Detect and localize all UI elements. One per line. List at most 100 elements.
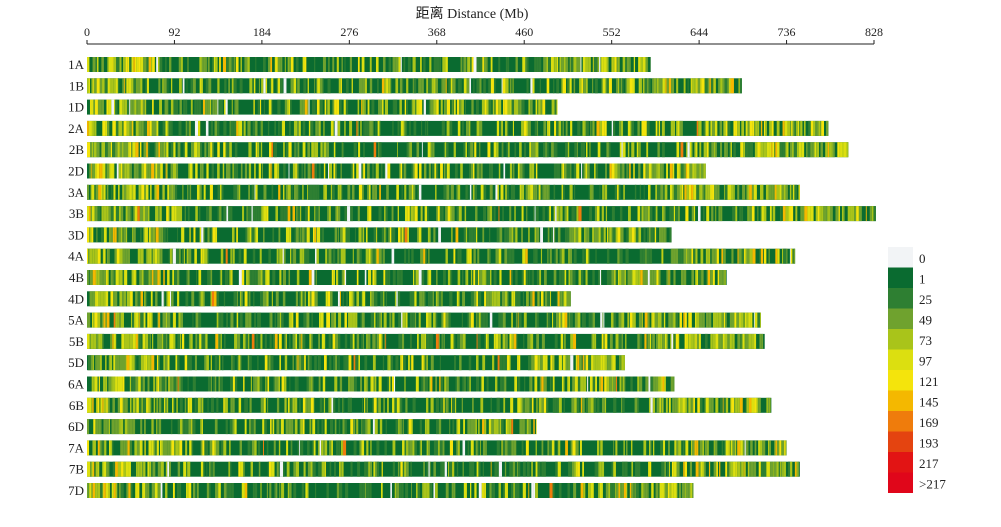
density-stripe: [147, 397, 149, 413]
density-stripe: [133, 206, 135, 222]
density-stripe: [582, 57, 586, 72]
density-stripe: [138, 397, 142, 413]
density-stripe: [528, 120, 530, 136]
density-stripe: [500, 184, 504, 200]
density-stripe: [621, 270, 625, 285]
density-stripe: [597, 57, 599, 72]
density-stripe: [191, 99, 193, 115]
density-stripe: [220, 248, 224, 264]
density-stripe: [772, 142, 775, 158]
density-stripe: [338, 248, 341, 264]
density-stripe: [545, 99, 547, 115]
density-stripe: [247, 120, 251, 136]
density-stripe: [531, 483, 534, 498]
density-stripe: [145, 248, 147, 264]
density-stripe: [627, 142, 630, 158]
density-stripe: [119, 270, 123, 285]
density-stripe: [468, 312, 471, 328]
density-stripe: [352, 312, 356, 328]
density-stripe: [188, 184, 190, 200]
density-stripe: [168, 248, 171, 264]
density-stripe: [207, 99, 211, 115]
density-stripe: [525, 419, 527, 435]
density-stripe: [126, 120, 130, 136]
density-stripe: [606, 78, 609, 94]
density-stripe: [119, 355, 123, 371]
density-stripe: [675, 440, 677, 456]
density-stripe: [556, 78, 560, 94]
density-stripe: [451, 397, 453, 413]
density-stripe: [89, 206, 91, 222]
density-stripe: [612, 355, 616, 371]
density-stripe: [411, 419, 413, 435]
density-stripe: [638, 78, 640, 94]
density-stripe: [368, 270, 372, 285]
density-stripe: [687, 142, 690, 158]
density-stripe: [147, 227, 149, 243]
density-stripe: [121, 99, 125, 115]
density-stripe: [159, 440, 162, 456]
density-stripe: [94, 312, 98, 328]
density-stripe: [479, 440, 481, 456]
density-stripe: [436, 206, 438, 222]
density-stripe: [98, 419, 101, 435]
density-stripe: [338, 419, 341, 435]
density-stripe: [726, 142, 728, 158]
density-stripe: [413, 206, 415, 222]
density-stripe: [693, 163, 697, 179]
density-stripe: [285, 184, 288, 200]
density-stripe: [260, 483, 262, 498]
density-stripe: [647, 270, 650, 285]
density-stripe: [293, 248, 297, 264]
density-stripe: [400, 120, 404, 136]
density-stripe: [545, 355, 548, 371]
density-stripe: [663, 227, 666, 243]
density-stripe: [428, 99, 431, 115]
density-stripe: [426, 333, 430, 349]
density-stripe: [846, 142, 849, 158]
density-stripe: [271, 184, 274, 200]
density-stripe: [261, 163, 263, 179]
density-stripe: [655, 184, 658, 200]
density-stripe: [535, 419, 537, 435]
density-stripe: [189, 440, 192, 456]
density-stripe: [279, 248, 282, 264]
density-stripe: [605, 163, 607, 179]
density-stripe: [173, 312, 176, 328]
density-stripe: [489, 206, 493, 222]
density-stripe: [594, 206, 597, 222]
density-stripe: [223, 120, 227, 136]
density-stripe: [87, 120, 89, 136]
density-stripe: [278, 333, 282, 349]
density-stripe: [413, 184, 416, 200]
density-stripe: [347, 184, 351, 200]
density-stripe: [168, 120, 172, 136]
density-stripe: [781, 461, 783, 477]
density-stripe: [519, 184, 521, 200]
density-stripe: [364, 376, 367, 392]
density-stripe: [674, 440, 676, 456]
density-stripe: [94, 376, 98, 392]
density-stripe: [587, 163, 590, 179]
density-stripe: [539, 376, 542, 392]
density-stripe: [339, 376, 343, 392]
density-stripe: [470, 270, 473, 285]
density-stripe: [397, 206, 399, 222]
density-stripe: [634, 227, 636, 243]
density-stripe: [590, 483, 594, 498]
density-stripe: [691, 270, 694, 285]
density-stripe: [300, 440, 304, 456]
density-stripe: [244, 291, 248, 307]
density-stripe: [735, 120, 738, 136]
density-stripe: [557, 291, 560, 307]
chromosome-label: 6A: [68, 377, 85, 392]
density-stripe: [110, 163, 114, 179]
density-stripe: [237, 184, 239, 200]
density-stripe: [401, 184, 403, 200]
chromosome-bar: [87, 120, 829, 136]
density-stripe: [573, 248, 577, 264]
density-stripe: [723, 312, 726, 328]
density-stripe: [567, 376, 569, 392]
density-stripe: [550, 291, 552, 307]
density-stripe: [102, 248, 104, 264]
